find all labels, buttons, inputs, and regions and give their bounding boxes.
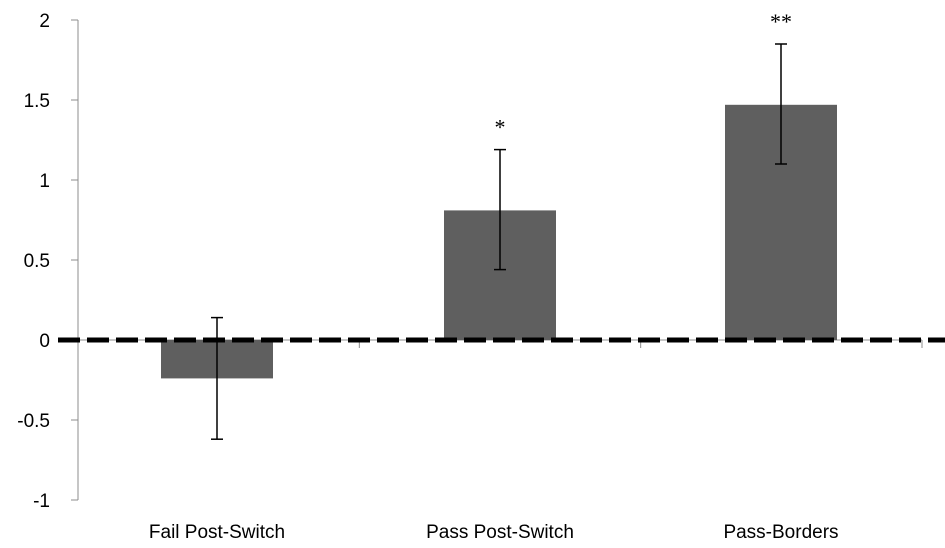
- y-tick-label: -0.5: [17, 411, 50, 432]
- y-tick-label: 2: [39, 11, 50, 32]
- significance-marker: **: [770, 9, 792, 34]
- y-axis: 2 1.5 1 0.5 0 -0.5 -1: [17, 11, 79, 512]
- y-tick-label: -1: [33, 491, 50, 512]
- category-label: Pass Post-Switch: [426, 522, 574, 543]
- y-tick-label: 0.5: [24, 251, 50, 272]
- y-tick-label: 0: [39, 331, 50, 352]
- bars: [161, 104, 837, 379]
- category-label: Pass-Borders: [723, 522, 838, 543]
- significance-markers: ***: [495, 9, 793, 140]
- y-tick-label: 1.5: [24, 91, 50, 112]
- category-labels: Fail Post-Switch Pass Post-Switch Pass-Bor…: [149, 522, 839, 543]
- significance-marker: *: [495, 115, 506, 140]
- category-label: Fail Post-Switch: [149, 522, 285, 543]
- y-tick-label: 1: [39, 171, 50, 192]
